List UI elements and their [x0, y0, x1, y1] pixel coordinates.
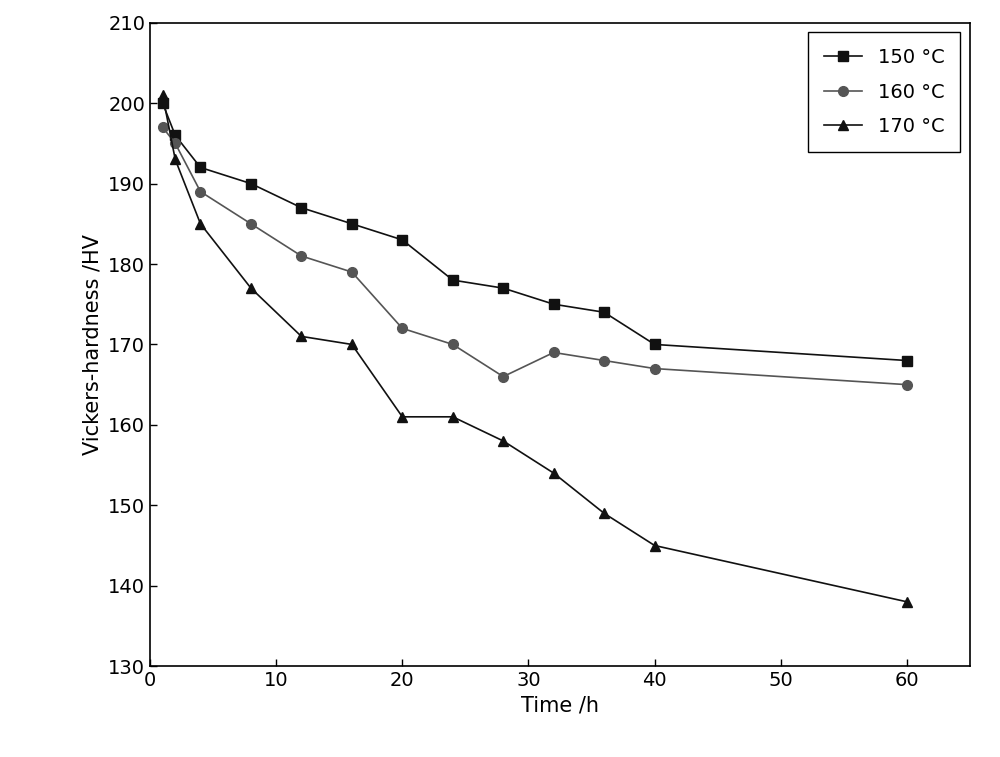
150 °C: [346, 220, 358, 229]
160 °C: [295, 251, 307, 260]
Legend: 150 °C, 160 °C, 170 °C: 150 °C, 160 °C, 170 °C: [808, 33, 960, 151]
X-axis label: Time /h: Time /h: [521, 696, 599, 715]
150 °C: [548, 300, 560, 309]
170 °C: [548, 469, 560, 478]
150 °C: [649, 340, 661, 349]
160 °C: [346, 267, 358, 276]
150 °C: [396, 235, 408, 245]
160 °C: [598, 356, 610, 365]
160 °C: [157, 123, 169, 132]
160 °C: [396, 324, 408, 333]
Line: 160 °C: 160 °C: [158, 123, 912, 390]
170 °C: [901, 597, 913, 606]
150 °C: [295, 203, 307, 212]
150 °C: [157, 98, 169, 107]
170 °C: [497, 436, 509, 445]
160 °C: [447, 340, 459, 349]
150 °C: [598, 307, 610, 316]
150 °C: [447, 276, 459, 285]
160 °C: [497, 372, 509, 381]
170 °C: [194, 220, 206, 229]
170 °C: [169, 155, 181, 164]
170 °C: [157, 91, 169, 100]
160 °C: [901, 380, 913, 389]
150 °C: [901, 356, 913, 365]
150 °C: [169, 131, 181, 140]
Line: 150 °C: 150 °C: [158, 98, 912, 366]
170 °C: [346, 340, 358, 349]
170 °C: [598, 509, 610, 518]
Y-axis label: Vickers-hardness /HV: Vickers-hardness /HV: [82, 234, 102, 455]
150 °C: [194, 163, 206, 172]
150 °C: [497, 284, 509, 293]
Line: 170 °C: 170 °C: [158, 90, 912, 606]
160 °C: [548, 348, 560, 357]
170 °C: [245, 284, 257, 293]
160 °C: [194, 187, 206, 196]
160 °C: [169, 139, 181, 148]
170 °C: [396, 413, 408, 422]
170 °C: [295, 332, 307, 341]
170 °C: [649, 541, 661, 550]
150 °C: [245, 179, 257, 188]
160 °C: [245, 220, 257, 229]
170 °C: [447, 413, 459, 422]
160 °C: [649, 364, 661, 373]
